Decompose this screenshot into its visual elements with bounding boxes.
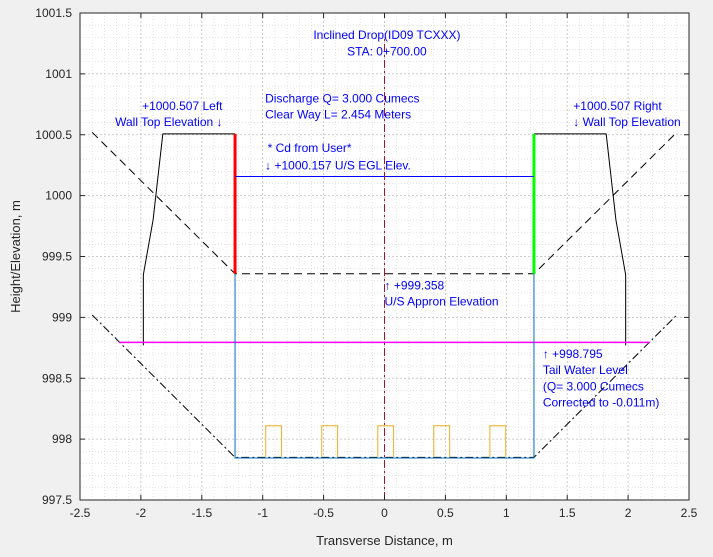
series-line-1 <box>91 131 678 275</box>
annotation-text: +1000.507 Left <box>142 99 223 113</box>
x-tick-label: -2 <box>136 506 147 520</box>
y-tick-label: 998 <box>52 432 72 446</box>
x-tick-label: 0 <box>381 506 388 520</box>
y-tick-label: 1001 <box>45 67 72 81</box>
x-tick-label: 2.5 <box>681 506 698 520</box>
annotation-text: ↓ Wall Top Elevation <box>573 115 680 129</box>
y-tick-label: 997.5 <box>42 493 72 507</box>
ticks: -2.5 -2 -1.5 -1 -0.5 0 0.5 1 1.5 2 2.5 997.5 998 998.… <box>35 6 697 520</box>
y-tick-label: 1000.5 <box>35 128 72 142</box>
x-tick-label: -2.5 <box>70 506 91 520</box>
annotation-text: Corrected to -0.011m) <box>543 396 660 410</box>
series-line-9 <box>234 273 535 459</box>
annotation-text: ↓ +1000.157 U/S EGL Elev. <box>265 159 411 173</box>
y-tick-label: 1001.5 <box>35 6 72 20</box>
grid <box>79 12 690 501</box>
annotation-text: ↑ +999.358 <box>385 278 445 292</box>
series-line-4 <box>533 133 627 346</box>
y-axis-title: Height/Elevation, m <box>8 200 23 313</box>
series-line-15 <box>489 425 507 457</box>
annotation-text: Wall Top Elevation ↓ <box>115 115 222 129</box>
series-line-12 <box>321 425 339 457</box>
x-tick-label: 1.5 <box>559 506 576 520</box>
annotation-text: (Q= 3.000 Cumecs <box>543 379 644 393</box>
annotations: Inclined Drop(ID09 TCXXX) STA: 0+700.00 Di… <box>115 28 681 409</box>
y-tick-label: 1000 <box>45 189 72 203</box>
annotation-text: Discharge Q= 3.000 Cumecs <box>265 91 419 105</box>
annotation-text: * Cd from User* <box>268 141 352 155</box>
y-tick-label: 999 <box>52 310 72 324</box>
annotation-text: STA: 0+700.00 <box>347 44 427 58</box>
annotation-text: +1000.507 Right <box>573 99 662 113</box>
x-tick-label: 1 <box>503 506 510 520</box>
series-group <box>91 37 678 500</box>
series-line-11 <box>265 425 283 457</box>
annotation-text: Tail Water Level <box>543 363 628 377</box>
x-tick-label: -1.5 <box>191 506 212 520</box>
annotation-text: Clear Way L= 2.454 Meters <box>265 108 411 122</box>
x-tick-label: 2 <box>625 506 632 520</box>
annotation-text: Inclined Drop(ID09 TCXXX) <box>313 28 460 42</box>
x-tick-label: 0.5 <box>437 506 454 520</box>
series-line-14 <box>433 425 451 457</box>
series-line-2 <box>91 314 678 458</box>
annotation-text: U/S Appron Elevation <box>385 295 499 309</box>
annotation-text: ↑ +998.795 <box>543 347 603 361</box>
y-tick-label: 999.5 <box>42 250 72 264</box>
x-tick-label: -0.5 <box>313 506 334 520</box>
series-line-3 <box>142 133 236 346</box>
series-line-13 <box>377 425 395 457</box>
x-axis-title: Transverse Distance, m <box>316 533 453 548</box>
x-tick-label: -1 <box>257 506 268 520</box>
y-tick-label: 998.5 <box>42 371 72 385</box>
